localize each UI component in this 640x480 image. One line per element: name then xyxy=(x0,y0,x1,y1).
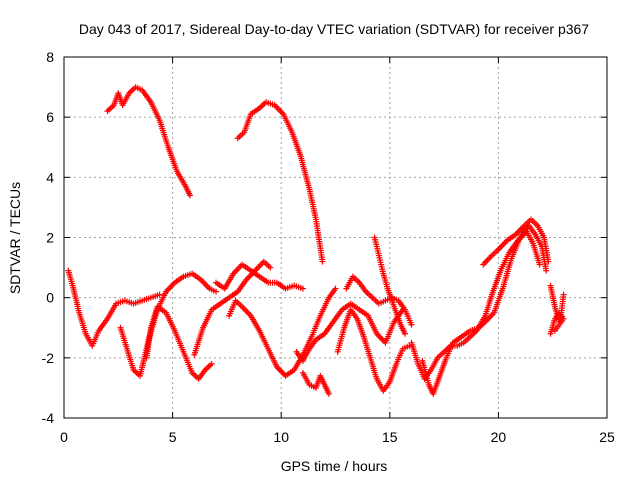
series-arc-7 xyxy=(226,285,339,379)
y-tick-label: -4 xyxy=(42,410,55,426)
series-arc-4 xyxy=(117,270,220,379)
series-arc-14 xyxy=(408,228,543,382)
axis-ticks: 0 5 10 15 20 25 -4 -2 0 2 4 6 8 xyxy=(42,49,615,445)
data-point xyxy=(408,321,415,328)
data-point xyxy=(536,261,543,268)
series-arc-8 xyxy=(213,261,306,292)
chart-title: Day 043 of 2017, Sidereal Day-to-day VTE… xyxy=(79,21,589,37)
data-point xyxy=(402,330,409,337)
data-point xyxy=(267,264,274,271)
data-points xyxy=(65,84,567,397)
y-tick-label: 2 xyxy=(46,230,54,246)
data-point xyxy=(406,342,413,349)
x-tick-label: 10 xyxy=(273,429,289,445)
data-point xyxy=(551,327,558,334)
grid xyxy=(64,57,607,418)
data-point xyxy=(319,258,326,265)
series-arc-12 xyxy=(343,273,415,328)
series-arc-15 xyxy=(419,222,550,397)
y-tick-label: 4 xyxy=(46,169,54,185)
data-point xyxy=(186,192,193,199)
x-axis-label: GPS time / hours xyxy=(281,458,388,474)
data-point xyxy=(213,288,220,295)
data-point xyxy=(156,291,163,298)
y-tick-label: -2 xyxy=(42,350,55,366)
series-arc-3 xyxy=(65,267,163,349)
y-tick-label: 0 xyxy=(46,290,54,306)
series-arc-11 xyxy=(334,306,413,394)
series-arc-10 xyxy=(299,369,332,397)
series-arc-1 xyxy=(104,84,193,199)
x-tick-label: 5 xyxy=(169,429,177,445)
series-arc-13 xyxy=(371,234,409,337)
x-tick-label: 0 xyxy=(60,429,68,445)
x-tick-label: 20 xyxy=(491,429,507,445)
x-tick-label: 25 xyxy=(599,429,615,445)
series-arc-18 xyxy=(547,309,567,337)
data-point xyxy=(208,360,215,367)
y-tick-label: 6 xyxy=(46,109,54,125)
data-point xyxy=(325,390,332,397)
series-arc-5 xyxy=(143,303,215,382)
y-tick-label: 8 xyxy=(46,49,54,65)
series-arc-2 xyxy=(234,99,326,265)
data-point xyxy=(332,285,339,292)
y-axis-label: SDTVAR / TECUs xyxy=(7,182,23,294)
data-point xyxy=(299,285,306,292)
data-point xyxy=(543,267,550,274)
data-point xyxy=(545,258,552,265)
series-arc-16 xyxy=(480,216,552,268)
x-tick-label: 15 xyxy=(382,429,398,445)
data-point xyxy=(560,291,567,298)
